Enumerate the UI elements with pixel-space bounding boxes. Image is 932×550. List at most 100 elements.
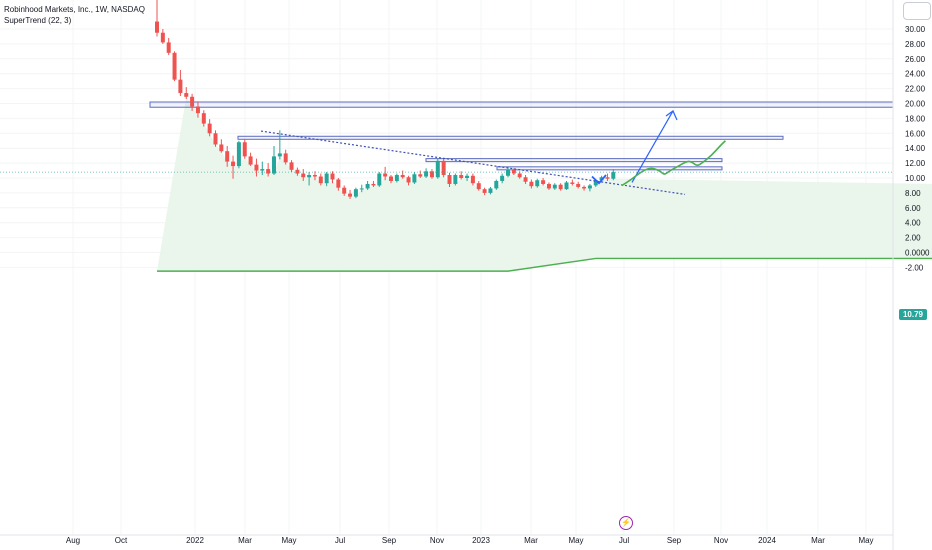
candle-body [605, 177, 610, 179]
symbol-title: Robinhood Markets, Inc., 1W, NASDAQ [4, 5, 145, 14]
candle-body [424, 171, 429, 177]
candle-body [172, 52, 177, 80]
x-tick-label: 2022 [186, 536, 204, 545]
y-tick-label: 24.00 [905, 70, 926, 79]
projection-arrowhead [665, 110, 678, 121]
candle-body [342, 187, 347, 194]
candle-body [225, 151, 230, 162]
x-tick-label: May [568, 536, 583, 545]
x-tick-label: Jul [335, 536, 345, 545]
y-tick-label: 2.00 [905, 234, 921, 243]
candle-body [494, 180, 499, 189]
breakout-check-mark [591, 174, 607, 185]
candle-body [535, 180, 540, 187]
candle-body [219, 144, 224, 152]
y-tick-label: 20.00 [905, 100, 926, 109]
projection-arrow [631, 110, 674, 183]
candle-body [459, 175, 464, 178]
candles [155, 0, 616, 199]
y-tick-label: 8.00 [905, 189, 921, 198]
candle-body [546, 183, 551, 189]
candle-body [155, 21, 159, 33]
x-tick-label: Mar [811, 536, 825, 545]
candle-body [359, 188, 364, 190]
lightning-icon[interactable]: ⚡ [619, 516, 633, 530]
candle-body [242, 142, 247, 157]
candle-body [353, 189, 358, 197]
resistance-zone [149, 101, 894, 108]
candle-body [336, 179, 341, 188]
resistance-zone [496, 166, 723, 171]
resistance-zone [425, 158, 723, 163]
x-tick-label: May [281, 536, 296, 545]
x-tick-label: Nov [714, 536, 728, 545]
candle-body [541, 180, 546, 184]
x-tick-label: 2023 [472, 536, 490, 545]
resistance-zone [237, 135, 784, 140]
supertrend-fill [157, 96, 932, 272]
y-tick-label: 16.00 [905, 129, 926, 138]
candle-body [611, 172, 616, 179]
candle-body [470, 175, 475, 184]
candle-body [517, 173, 522, 178]
candle-body [429, 171, 434, 178]
candle-body [365, 183, 370, 189]
auto-scale-button[interactable] [903, 2, 931, 20]
candle-body [207, 123, 212, 134]
y-tick-label: 10.00 [905, 174, 926, 183]
candle-body [418, 174, 423, 177]
candle-body [453, 175, 458, 184]
candle-body [213, 133, 218, 145]
candle-body [201, 113, 206, 124]
x-tick-label: Sep [382, 536, 397, 545]
x-tick-label: Mar [238, 536, 252, 545]
candle-body [348, 193, 353, 197]
y-tick-label: 0.0000 [905, 249, 930, 258]
y-tick-label: 12.00 [905, 159, 926, 168]
candle-body [558, 184, 563, 190]
candle-body [289, 162, 294, 170]
candle-body [582, 186, 587, 189]
candle-body [260, 169, 265, 171]
candle-body [295, 169, 300, 174]
x-tick-label: Aug [66, 536, 80, 545]
candle-body [400, 175, 405, 178]
y-tick-label: 4.00 [905, 219, 921, 228]
candle-body [178, 79, 183, 94]
downtrend-line [260, 130, 686, 195]
x-tick-label: Mar [524, 536, 538, 545]
candle-body [195, 106, 200, 114]
candle-body [552, 184, 557, 189]
candle-body [301, 173, 306, 178]
candle-body [277, 153, 282, 157]
candle-body [570, 182, 575, 184]
candle-body [324, 173, 329, 184]
candle-body [576, 183, 581, 187]
candle-body [272, 156, 276, 174]
indicator-label[interactable]: SuperTrend (22, 3) [4, 16, 72, 25]
resistance-zones[interactable] [149, 101, 894, 171]
candle-body [441, 160, 446, 176]
candle-body [587, 185, 592, 189]
candle-body [254, 164, 259, 171]
candle-body [166, 42, 171, 53]
y-tick-label: 6.00 [905, 204, 921, 213]
drawings[interactable] [260, 110, 726, 195]
candle-body [236, 142, 241, 167]
y-tick-label: 18.00 [905, 114, 926, 123]
candle-body [412, 174, 417, 183]
candle-body [500, 175, 505, 181]
x-tick-label: Jul [619, 536, 629, 545]
candle-body [330, 173, 335, 180]
candle-body [593, 180, 598, 186]
x-tick-label: Oct [115, 536, 128, 545]
candle-body [160, 32, 165, 43]
x-tick-label: Sep [667, 536, 682, 545]
candle-body [476, 183, 481, 190]
candle-body [447, 175, 452, 184]
candle-body [599, 177, 604, 181]
candle-body [318, 176, 323, 184]
supertrend-area [157, 96, 932, 272]
